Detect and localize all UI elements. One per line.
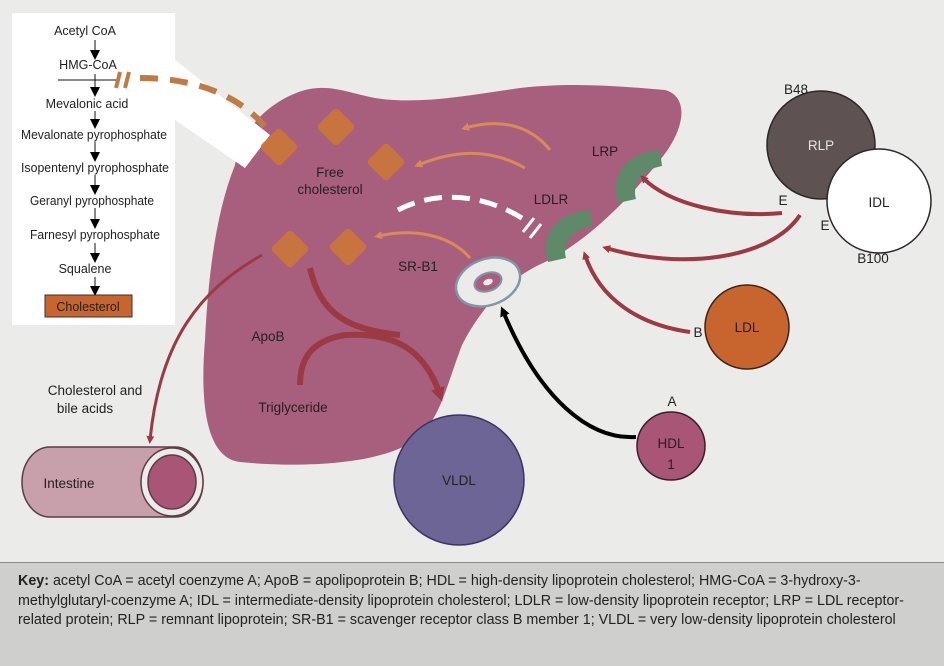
triglyceride-label: Triglyceride (258, 400, 327, 415)
ldl-particle (704, 284, 790, 370)
idl-label: IDL (868, 195, 890, 210)
bile-excretion-arrow (146, 253, 263, 444)
pathway-step-isopentenyl-pyrophosphate: Isopentenyl pyrophosphate (21, 161, 169, 175)
vldl-particle (393, 414, 525, 546)
apoe-label-rlp: E (778, 193, 787, 208)
apob-label: ApoB (251, 329, 284, 344)
droplet (317, 108, 355, 146)
internal-uptake-arrows (374, 122, 552, 259)
cholesterol-box (44, 294, 133, 318)
hdl-label-line1: HDL (657, 436, 684, 451)
free-cholesterol-label-line2: cholesterol (297, 182, 362, 197)
vldl-label: VLDL (442, 473, 476, 488)
lrp-label: LRP (592, 144, 618, 159)
liver-shape (203, 84, 682, 465)
apoe-label-idl: E (820, 218, 829, 233)
pathway-step-farnesyl-pyrophosphate: Farnesyl pyrophosphate (30, 228, 160, 242)
b48-label: B48 (784, 82, 808, 97)
key-text: acetyl CoA = acetyl coenzyme A; ApoB = a… (18, 573, 904, 629)
pathway-step-squalene: Squalene (59, 262, 112, 276)
idl-particle (826, 148, 932, 254)
b100-label: B100 (857, 251, 889, 266)
ldlr-label: LDLR (534, 192, 569, 207)
statin-block-mark (114, 71, 131, 89)
bile-acids-label-line2: bile acids (57, 401, 114, 416)
apoa-label: A (667, 394, 676, 409)
apob-label-ldl: B (693, 325, 702, 340)
key-legend: Key: acetyl CoA = acetyl coenzyme A; Apo… (0, 562, 944, 666)
hdl-particle (636, 411, 706, 481)
key-label: Key: (18, 573, 49, 589)
srb1-receptor (454, 256, 522, 308)
pathway-step-mevalonic-acid: Mevalonic acid (46, 97, 129, 111)
pathway-step-hmg-coa: HMG-CoA (59, 58, 117, 72)
lrp-receptor (615, 150, 662, 203)
pathway-arrows (58, 40, 120, 296)
ldlr-feedback-dashed-line (396, 194, 530, 225)
external-uptake-arrows (582, 175, 802, 334)
bile-acids-label-line1: Cholesterol and (48, 383, 143, 398)
pathway-step-geranyl-pyrophosphate: Geranyl pyrophosphate (30, 194, 154, 208)
pathway-step-acetyl-coa: Acetyl CoA (54, 24, 116, 38)
ldlr-receptor (545, 210, 592, 262)
srb1-label: SR-B1 (398, 259, 438, 274)
pathway-step-mevalonate-pyrophosphate: Mevalonate pyrophosphate (21, 128, 167, 142)
rlp-label: RLP (808, 138, 834, 153)
free-cholesterol-label-line1: Free (316, 165, 344, 180)
intestine (21, 446, 204, 518)
hdl-label-line2: 1 (667, 457, 675, 472)
statin-dashed-line (139, 75, 271, 132)
ldl-label: LDL (735, 320, 760, 335)
vldl-formation-arrows (297, 267, 445, 402)
cholesterol-droplets (260, 108, 405, 268)
intestine-label: Intestine (43, 476, 94, 491)
droplet (260, 128, 298, 166)
droplet (367, 143, 405, 181)
droplet (329, 228, 367, 266)
synthesis-pathway-box: Acetyl CoA HMG-CoA Mevalonic acid Mevalo… (12, 13, 270, 325)
lipoprotein-metabolism-diagram: Acetyl CoA HMG-CoA Mevalonic acid Mevalo… (12, 13, 932, 546)
hdl-to-srb1-arrow (500, 306, 637, 440)
pathway-step-cholesterol: Cholesterol (56, 300, 119, 314)
ldlr-block-mark (521, 217, 543, 239)
droplet (271, 230, 309, 268)
